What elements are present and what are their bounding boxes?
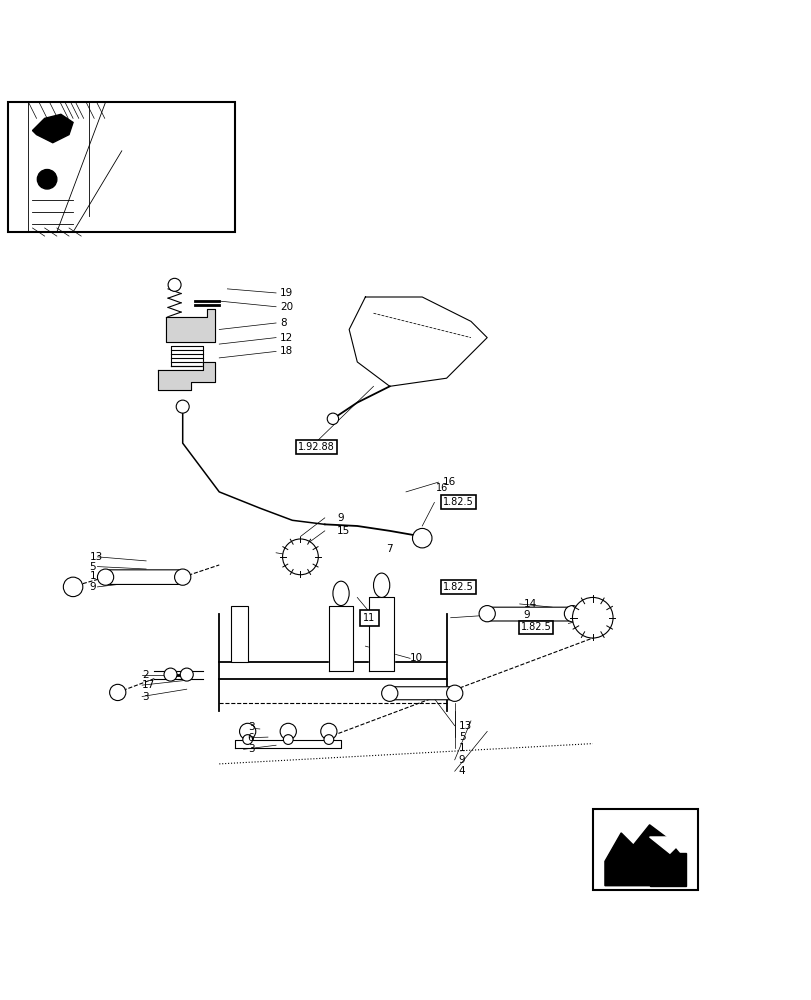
Circle shape	[164, 668, 177, 681]
Text: 18: 18	[280, 346, 293, 356]
Text: 5: 5	[89, 562, 96, 572]
Circle shape	[176, 400, 189, 413]
Text: 10: 10	[410, 653, 423, 663]
Bar	[8, 102, 235, 232]
Text: 1: 1	[89, 571, 96, 581]
Text: 19: 19	[280, 288, 293, 298]
Circle shape	[168, 278, 181, 291]
Polygon shape	[32, 114, 73, 143]
Text: 1.92.88: 1.92.88	[298, 442, 335, 452]
Circle shape	[478, 606, 495, 622]
Ellipse shape	[333, 581, 349, 606]
Polygon shape	[158, 362, 215, 390]
Text: 4: 4	[458, 766, 465, 776]
Circle shape	[242, 735, 252, 744]
Text: 6: 6	[247, 733, 254, 743]
Circle shape	[381, 685, 397, 701]
Circle shape	[324, 735, 333, 744]
Circle shape	[109, 684, 126, 701]
Text: 1.82.5: 1.82.5	[520, 622, 551, 632]
Circle shape	[180, 668, 193, 681]
Text: 17: 17	[142, 680, 155, 690]
FancyBboxPatch shape	[485, 607, 569, 621]
Text: 16: 16	[442, 477, 455, 487]
Text: 9: 9	[337, 513, 343, 523]
Text: 3: 3	[247, 744, 254, 754]
Polygon shape	[604, 825, 685, 886]
Text: 1.82.5: 1.82.5	[443, 582, 474, 592]
Polygon shape	[369, 597, 393, 671]
Text: 1.82.5: 1.82.5	[443, 497, 474, 507]
Text: 9: 9	[458, 755, 465, 765]
Text: 1: 1	[458, 743, 465, 753]
Circle shape	[37, 170, 57, 189]
Bar	[592, 809, 697, 890]
Circle shape	[283, 735, 293, 744]
Circle shape	[412, 528, 431, 548]
Circle shape	[282, 539, 318, 575]
Circle shape	[97, 569, 114, 585]
Circle shape	[320, 723, 337, 740]
Circle shape	[174, 569, 191, 585]
Polygon shape	[166, 309, 215, 342]
Circle shape	[239, 723, 255, 740]
Text: 15: 15	[337, 526, 350, 536]
Text: 5: 5	[458, 732, 465, 742]
FancyBboxPatch shape	[104, 570, 180, 584]
Text: 12: 12	[280, 333, 293, 343]
Text: 9: 9	[89, 582, 96, 592]
Polygon shape	[328, 606, 353, 671]
Circle shape	[327, 413, 338, 424]
Text: 13: 13	[458, 721, 471, 731]
Circle shape	[572, 597, 612, 638]
FancyBboxPatch shape	[388, 687, 456, 700]
Circle shape	[63, 577, 83, 597]
Bar	[231, 606, 247, 662]
Text: 2: 2	[142, 670, 148, 680]
Text: 3: 3	[247, 722, 254, 732]
Text: 13: 13	[89, 552, 102, 562]
Circle shape	[446, 685, 462, 701]
Text: 7: 7	[385, 544, 392, 554]
Text: 3: 3	[142, 692, 148, 702]
Text: 16: 16	[436, 483, 448, 493]
Ellipse shape	[373, 573, 389, 597]
Text: 11: 11	[363, 613, 375, 623]
Polygon shape	[649, 837, 685, 853]
Text: 8: 8	[280, 318, 286, 328]
Text: 20: 20	[280, 302, 293, 312]
Polygon shape	[649, 853, 685, 886]
Circle shape	[280, 723, 296, 740]
Circle shape	[564, 606, 580, 622]
Text: 14: 14	[523, 599, 536, 609]
Text: 9: 9	[523, 610, 530, 620]
